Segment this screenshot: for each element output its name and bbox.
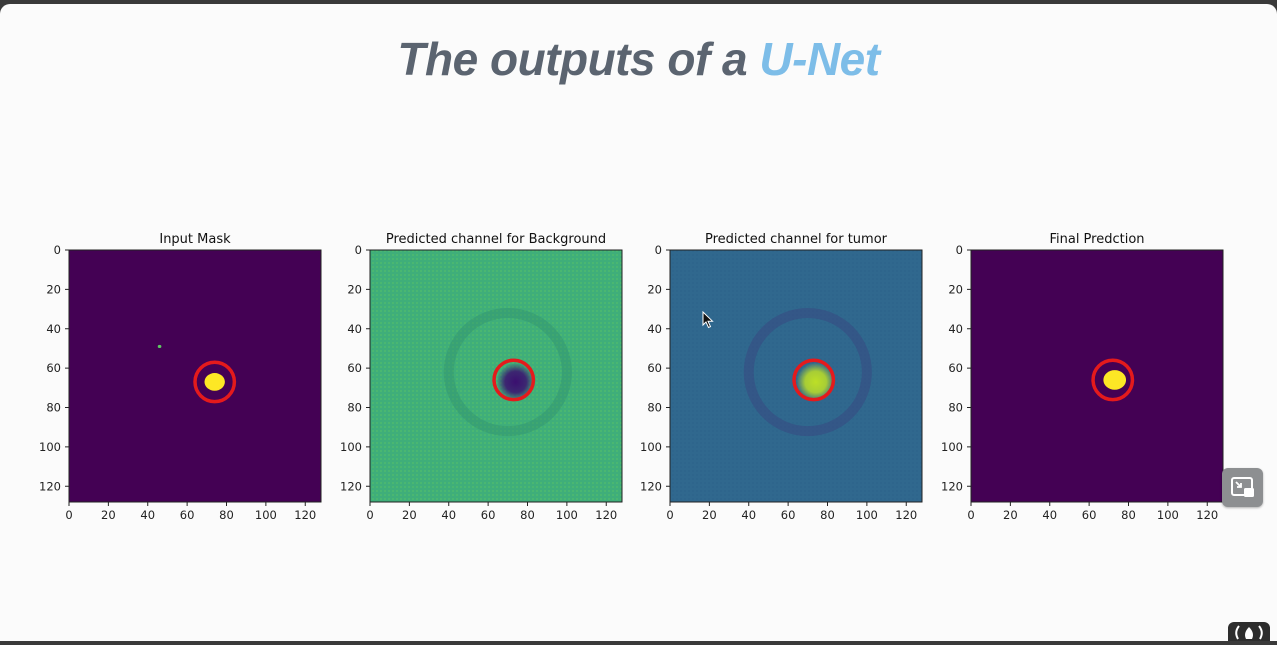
x-tick-label: 40 <box>1042 508 1057 522</box>
x-tick-label: 60 <box>180 508 195 522</box>
y-tick-label: 20 <box>647 282 662 296</box>
x-tick-label: 80 <box>219 508 234 522</box>
y-tick-label: 80 <box>948 401 963 415</box>
x-tick-label: 60 <box>781 508 796 522</box>
x-tick-label: 20 <box>1003 508 1018 522</box>
annotation-circle <box>1091 358 1135 402</box>
x-tick-label: 120 <box>294 508 316 522</box>
picture-in-picture-button[interactable] <box>1222 468 1263 507</box>
x-tick-label: 40 <box>741 508 756 522</box>
picture-in-picture-icon <box>1230 476 1254 497</box>
y-tick-label: 80 <box>347 401 362 415</box>
x-tick-label: 120 <box>1196 508 1218 522</box>
figure-svg: Input Mask 0 20 40 60 80 100 120 0 20 40 60 80 100 120… <box>39 232 1224 522</box>
y-tick-label: 20 <box>347 282 362 296</box>
annotation-circle <box>193 360 237 404</box>
y-tick-label: 0 <box>355 243 362 257</box>
heatmap-blob <box>496 362 535 402</box>
y-tick-label: 0 <box>54 243 61 257</box>
x-tick-label: 0 <box>967 508 974 522</box>
x-tick-label: 100 <box>856 508 878 522</box>
x-tick-label: 0 <box>65 508 72 522</box>
x-tick-label: 20 <box>702 508 717 522</box>
y-tick-label: 120 <box>941 479 963 493</box>
y-tick-label: 40 <box>347 322 362 336</box>
y-tick-label: 100 <box>640 440 662 454</box>
y-tick-label: 100 <box>340 440 362 454</box>
y-tick-label: 60 <box>647 361 662 375</box>
panel-title: Final Predction <box>1049 232 1144 247</box>
y-tick-label: 40 <box>46 322 61 336</box>
y-tick-label: 40 <box>647 322 662 336</box>
y-tick-label: 120 <box>340 479 362 493</box>
panel-title: Predicted channel for tumor <box>705 232 888 247</box>
heatmap-blob <box>1103 370 1127 390</box>
slide-title-accent: U-Net <box>759 33 880 85</box>
y-tick-label: 80 <box>46 401 61 415</box>
slide-title: The outputs of a U-Net <box>0 32 1277 86</box>
y-tick-label: 20 <box>46 282 61 296</box>
x-tick-label: 20 <box>402 508 417 522</box>
y-tick-label: 20 <box>948 282 963 296</box>
x-tick-label: 80 <box>820 508 835 522</box>
x-tick-label: 80 <box>1121 508 1136 522</box>
x-tick-label: 60 <box>1082 508 1097 522</box>
x-tick-label: 20 <box>101 508 116 522</box>
heatmap-structure <box>443 308 572 437</box>
heatmap-panel-2: Predicted channel for Background 0 20 40 60 8… <box>340 232 623 522</box>
x-tick-label: 40 <box>140 508 155 522</box>
mouse-pointer-icon <box>702 310 714 333</box>
annotation-circle <box>492 358 536 402</box>
heatmap-background <box>971 250 1223 502</box>
x-tick-label: 100 <box>1157 508 1179 522</box>
annotation-circle <box>792 358 836 402</box>
slide-title-main: The outputs of a <box>397 33 760 85</box>
x-tick-label: 120 <box>595 508 617 522</box>
y-tick-label: 60 <box>948 361 963 375</box>
y-tick-label: 80 <box>647 401 662 415</box>
y-tick-label: 60 <box>46 361 61 375</box>
heatmap-structure <box>743 308 872 437</box>
x-tick-label: 60 <box>481 508 496 522</box>
panel-title: Predicted channel for Background <box>386 232 606 247</box>
x-tick-label: 100 <box>255 508 277 522</box>
y-tick-label: 100 <box>941 440 963 454</box>
heatmap-blob <box>157 344 162 349</box>
x-tick-label: 0 <box>366 508 373 522</box>
panel-title: Input Mask <box>159 232 231 247</box>
x-tick-label: 80 <box>520 508 535 522</box>
y-tick-label: 0 <box>655 243 662 257</box>
y-tick-label: 60 <box>347 361 362 375</box>
y-tick-label: 120 <box>39 479 61 493</box>
heatmap-blob <box>796 362 835 402</box>
heatmap-panel-1: Input Mask 0 20 40 60 80 100 120 0 20 40 60 80 100 120 <box>39 232 322 522</box>
heatmap-blob <box>204 373 225 391</box>
axes-frame <box>970 249 1224 503</box>
y-tick-label: 100 <box>39 440 61 454</box>
axes-frame <box>669 249 923 503</box>
axes-frame <box>68 249 322 503</box>
x-tick-label: 120 <box>895 508 917 522</box>
axes-frame <box>369 249 623 503</box>
figure: Input Mask 0 20 40 60 80 100 120 0 20 40 60 80 100 120… <box>20 222 1230 527</box>
y-tick-label: 120 <box>640 479 662 493</box>
x-tick-label: 100 <box>556 508 578 522</box>
brand-logo-icon <box>1228 622 1270 641</box>
heatmap-panel-4: Final Predction 0 20 40 60 80 100 120 0 20 40 60 80 1… <box>941 232 1224 522</box>
y-tick-label: 0 <box>956 243 963 257</box>
x-tick-label: 0 <box>666 508 673 522</box>
x-tick-label: 40 <box>441 508 456 522</box>
y-tick-label: 40 <box>948 322 963 336</box>
heatmap-panel-3: Predicted channel for tumor 0 20 40 60 80 100 1… <box>640 232 923 522</box>
